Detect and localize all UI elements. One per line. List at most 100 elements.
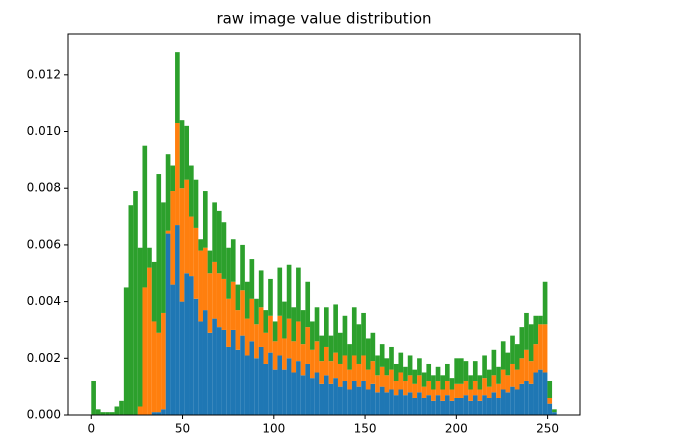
- bar: [226, 346, 231, 415]
- bar: [151, 261, 157, 322]
- bar: [198, 250, 203, 322]
- bar: [445, 395, 450, 415]
- bar: [533, 315, 539, 345]
- bar: [361, 355, 366, 381]
- bar: [542, 324, 548, 373]
- x-tick-label: 200: [445, 422, 468, 436]
- bar: [417, 358, 422, 376]
- bar: [552, 409, 557, 413]
- bar: [100, 412, 106, 415]
- bar: [333, 378, 338, 415]
- bar: [175, 123, 180, 226]
- bar: [300, 375, 306, 415]
- bar: [482, 395, 487, 415]
- bar: [528, 383, 534, 415]
- bar: [389, 389, 394, 415]
- bar: [193, 298, 199, 415]
- bar: [319, 383, 324, 415]
- bar: [314, 307, 320, 342]
- bar: [230, 239, 236, 282]
- bar: [296, 361, 301, 415]
- bar: [161, 409, 166, 415]
- bar: [240, 244, 245, 291]
- bar: [505, 392, 511, 415]
- bar: [291, 341, 297, 373]
- bar: [235, 284, 241, 311]
- bar: [277, 355, 283, 415]
- bar: [142, 145, 148, 288]
- bar: [426, 363, 432, 381]
- bar: [114, 406, 120, 415]
- bar: [249, 298, 255, 342]
- bar: [314, 341, 320, 373]
- bar: [268, 315, 273, 353]
- bar: [421, 372, 427, 387]
- bar: [365, 338, 371, 370]
- bar: [524, 349, 529, 381]
- bar: [123, 287, 129, 415]
- bar: [198, 239, 203, 251]
- bar: [282, 338, 287, 370]
- bar: [463, 395, 469, 415]
- bar: [491, 349, 497, 376]
- bar: [333, 352, 338, 379]
- bar: [458, 383, 464, 398]
- bar: [384, 392, 390, 415]
- bar: [435, 380, 441, 396]
- bar: [319, 361, 324, 384]
- bar: [538, 369, 543, 415]
- bar: [337, 386, 343, 415]
- bar: [109, 412, 115, 415]
- bar: [407, 355, 413, 376]
- bar: [347, 389, 352, 415]
- bar: [375, 392, 380, 415]
- bar: [496, 366, 501, 384]
- bar: [133, 191, 138, 415]
- x-tick-label: 150: [354, 422, 377, 436]
- bar: [393, 395, 399, 415]
- bar: [244, 318, 250, 356]
- bar: [454, 383, 459, 398]
- bar: [175, 52, 180, 124]
- axes-frame: [67, 33, 581, 416]
- bar: [328, 383, 334, 415]
- bar: [398, 372, 404, 390]
- bar: [463, 361, 469, 381]
- bar: [263, 332, 269, 364]
- y-tick-label: 0.010: [27, 124, 61, 138]
- bar: [212, 261, 217, 319]
- bar: [277, 315, 283, 356]
- bar: [351, 355, 357, 381]
- bar: [435, 366, 441, 381]
- bar: [296, 321, 301, 362]
- bar: [161, 312, 166, 410]
- bar: [370, 361, 376, 384]
- x-tick-label: 0: [87, 422, 95, 436]
- bar: [226, 298, 231, 347]
- bar: [249, 259, 255, 299]
- bar: [431, 400, 436, 415]
- bar: [165, 233, 171, 415]
- y-tick-label: 0.012: [27, 67, 61, 81]
- bar: [547, 397, 553, 404]
- bar: [212, 202, 217, 262]
- bar: [240, 290, 245, 336]
- bar: [91, 380, 96, 415]
- bar: [533, 372, 539, 415]
- bar: [426, 380, 432, 396]
- bar: [230, 329, 236, 415]
- bar: [426, 395, 432, 415]
- bar: [324, 375, 329, 415]
- bar: [296, 267, 301, 322]
- bar: [454, 358, 459, 384]
- bar: [379, 366, 385, 387]
- bar: [468, 389, 473, 401]
- bar: [202, 247, 208, 311]
- bar: [161, 202, 166, 313]
- bar: [184, 125, 190, 180]
- bar: [170, 284, 176, 415]
- bar: [440, 375, 446, 390]
- bar: [524, 312, 529, 350]
- bar: [212, 318, 217, 415]
- bar: [347, 344, 352, 370]
